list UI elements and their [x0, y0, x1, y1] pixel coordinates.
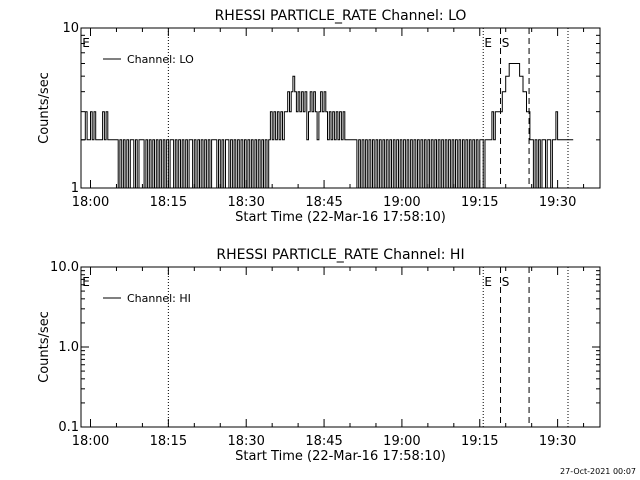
x-tick-label: 18:15: [150, 195, 187, 210]
x-tick-label: 19:00: [383, 195, 420, 210]
event-marker-label: E: [82, 36, 90, 50]
event-marker-label: E: [82, 275, 90, 289]
legend-label: Channel: HI: [127, 292, 191, 305]
y-tick-label: 10: [62, 21, 79, 36]
y-tick-label: 1: [71, 181, 79, 196]
legend-label: Channel: LO: [127, 53, 194, 66]
x-axis-label: Start Time (22-Mar-16 17:58:10): [235, 449, 446, 464]
x-tick-label: 19:30: [539, 434, 576, 449]
chart-title: RHESSI PARTICLE_RATE Channel: HI: [216, 247, 464, 263]
y-axis-label: Counts/sec: [37, 72, 52, 144]
x-tick-label: 18:30: [227, 434, 264, 449]
chart-title: RHESSI PARTICLE_RATE Channel: LO: [215, 8, 467, 24]
print-timestamp: 27-Oct-2021 00:07: [560, 467, 636, 476]
event-marker-label: E: [484, 275, 492, 289]
x-tick-label: 19:15: [461, 195, 498, 210]
chart-panel-hi: RHESSI PARTICLE_RATE Channel: HI Start Ti…: [37, 247, 601, 464]
x-tick-label: 18:15: [150, 434, 187, 449]
y-tick-label: 10.0: [50, 260, 79, 275]
x-tick-label: 18:45: [305, 434, 342, 449]
x-tick-label: 18:00: [72, 195, 109, 210]
x-tick-label: 18:30: [227, 195, 264, 210]
x-tick-label: 18:00: [72, 434, 109, 449]
x-tick-label: 19:15: [461, 434, 498, 449]
y-tick-label: 1.0: [58, 340, 79, 355]
y-tick-label: 0.1: [58, 420, 79, 435]
x-tick-label: 19:00: [383, 434, 420, 449]
x-tick-label: 19:30: [539, 195, 576, 210]
plot-frame: [80, 27, 601, 189]
x-axis-label: Start Time (22-Mar-16 17:58:10): [235, 210, 446, 225]
chart-panel-lo: RHESSI PARTICLE_RATE Channel: LO Start Ti…: [37, 8, 601, 225]
y-axis-label: Counts/sec: [37, 311, 52, 383]
event-marker-label: E: [484, 36, 492, 50]
event-marker-label: S: [502, 36, 510, 50]
series-line: [81, 63, 574, 189]
event-marker-label: S: [502, 275, 510, 289]
x-tick-label: 18:45: [305, 195, 342, 210]
